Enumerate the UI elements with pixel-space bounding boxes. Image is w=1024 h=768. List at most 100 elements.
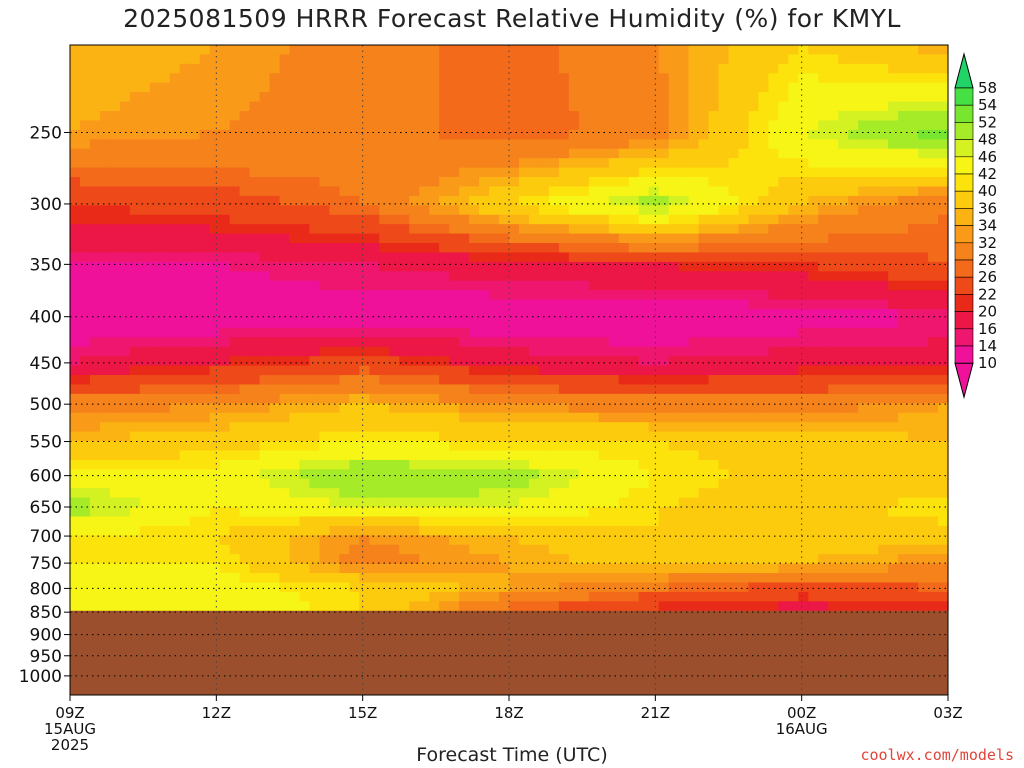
humidity-cell [898, 101, 909, 112]
humidity-cell [349, 252, 360, 263]
humidity-cell [499, 186, 510, 197]
humidity-cell [289, 111, 301, 122]
humidity-cell [698, 573, 710, 584]
humidity-cell [299, 261, 311, 272]
humidity-cell [718, 111, 730, 122]
humidity-cell [70, 111, 81, 122]
humidity-cell [608, 139, 620, 150]
humidity-cell [209, 554, 221, 565]
humidity-cell [119, 129, 131, 140]
humidity-cell [259, 73, 271, 84]
humidity-cell [568, 195, 580, 206]
humidity-cell [489, 356, 500, 367]
humidity-cell [479, 214, 490, 225]
humidity-cell [818, 346, 829, 357]
humidity-cell [89, 365, 101, 376]
humidity-cell [728, 167, 740, 178]
humidity-cell [758, 535, 770, 546]
humidity-cell [219, 337, 231, 348]
humidity-cell [728, 318, 740, 329]
humidity-cell [578, 356, 590, 367]
humidity-cell [89, 478, 101, 489]
humidity-cell [459, 280, 470, 291]
humidity-cell [119, 441, 131, 452]
humidity-cell [658, 280, 670, 291]
humidity-cell [908, 459, 919, 470]
humidity-cell [319, 384, 331, 395]
humidity-cell [79, 309, 91, 320]
humidity-cell [588, 195, 600, 206]
humidity-cell [528, 516, 540, 527]
humidity-cell [738, 431, 750, 442]
humidity-cell [688, 186, 700, 197]
humidity-cell [928, 290, 939, 301]
humidity-cell [668, 375, 680, 386]
humidity-cell [479, 544, 490, 555]
humidity-cell [558, 356, 570, 367]
humidity-cell [818, 290, 829, 301]
humidity-cell [309, 101, 321, 112]
humidity-cell [259, 290, 271, 301]
humidity-cell [329, 243, 340, 254]
humidity-cell [79, 129, 91, 140]
humidity-cell [818, 488, 829, 499]
humidity-cell [189, 45, 201, 56]
humidity-cell [798, 525, 809, 536]
humidity-cell [389, 139, 400, 150]
humidity-cell [249, 356, 261, 367]
humidity-cell [399, 535, 410, 546]
humidity-cell [209, 507, 221, 518]
humidity-cell [628, 554, 640, 565]
humidity-cell [249, 167, 261, 178]
humidity-cell [129, 177, 141, 188]
humidity-cell [229, 356, 241, 367]
humidity-cell [668, 431, 680, 442]
humidity-cell [339, 441, 350, 452]
humidity-cell [109, 92, 121, 103]
humidity-cell [568, 158, 580, 169]
humidity-cell [159, 412, 171, 423]
humidity-cell [628, 525, 640, 536]
humidity-cell [818, 224, 829, 235]
humidity-cell [648, 101, 660, 112]
humidity-cell [139, 318, 151, 329]
humidity-cell [399, 252, 410, 263]
humidity-cell [169, 129, 181, 140]
humidity-cell [768, 422, 779, 433]
humidity-cell [269, 148, 281, 159]
humidity-cell [638, 478, 650, 489]
humidity-cell [658, 431, 670, 442]
humidity-cell [259, 82, 271, 93]
humidity-cell [309, 544, 321, 555]
humidity-cell [309, 186, 321, 197]
humidity-cell [439, 488, 450, 499]
humidity-cell [658, 412, 670, 423]
humidity-cell [139, 214, 151, 225]
humidity-cell [738, 544, 750, 555]
humidity-cell [698, 469, 710, 480]
humidity-cell [658, 252, 670, 263]
humidity-cell [249, 63, 261, 74]
humidity-cell [688, 252, 700, 263]
humidity-cell [548, 205, 560, 216]
humidity-cell [528, 544, 540, 555]
humidity-cell [688, 488, 700, 499]
humidity-cell [469, 82, 480, 93]
humidity-cell [638, 525, 650, 536]
humidity-cell [70, 535, 81, 546]
humidity-cell [818, 243, 829, 254]
humidity-cell [758, 403, 770, 414]
humidity-cell [419, 469, 430, 480]
humidity-cell [568, 92, 580, 103]
humidity-cell [878, 177, 889, 188]
humidity-cell [598, 299, 610, 310]
humidity-cell [339, 195, 350, 206]
humidity-cell [169, 158, 181, 169]
humidity-cell [189, 195, 201, 206]
humidity-cell [908, 82, 919, 93]
humidity-cell [149, 280, 161, 291]
humidity-cell [119, 507, 131, 518]
humidity-cell [918, 129, 929, 140]
humidity-cell [698, 63, 710, 74]
humidity-cell [518, 525, 530, 536]
